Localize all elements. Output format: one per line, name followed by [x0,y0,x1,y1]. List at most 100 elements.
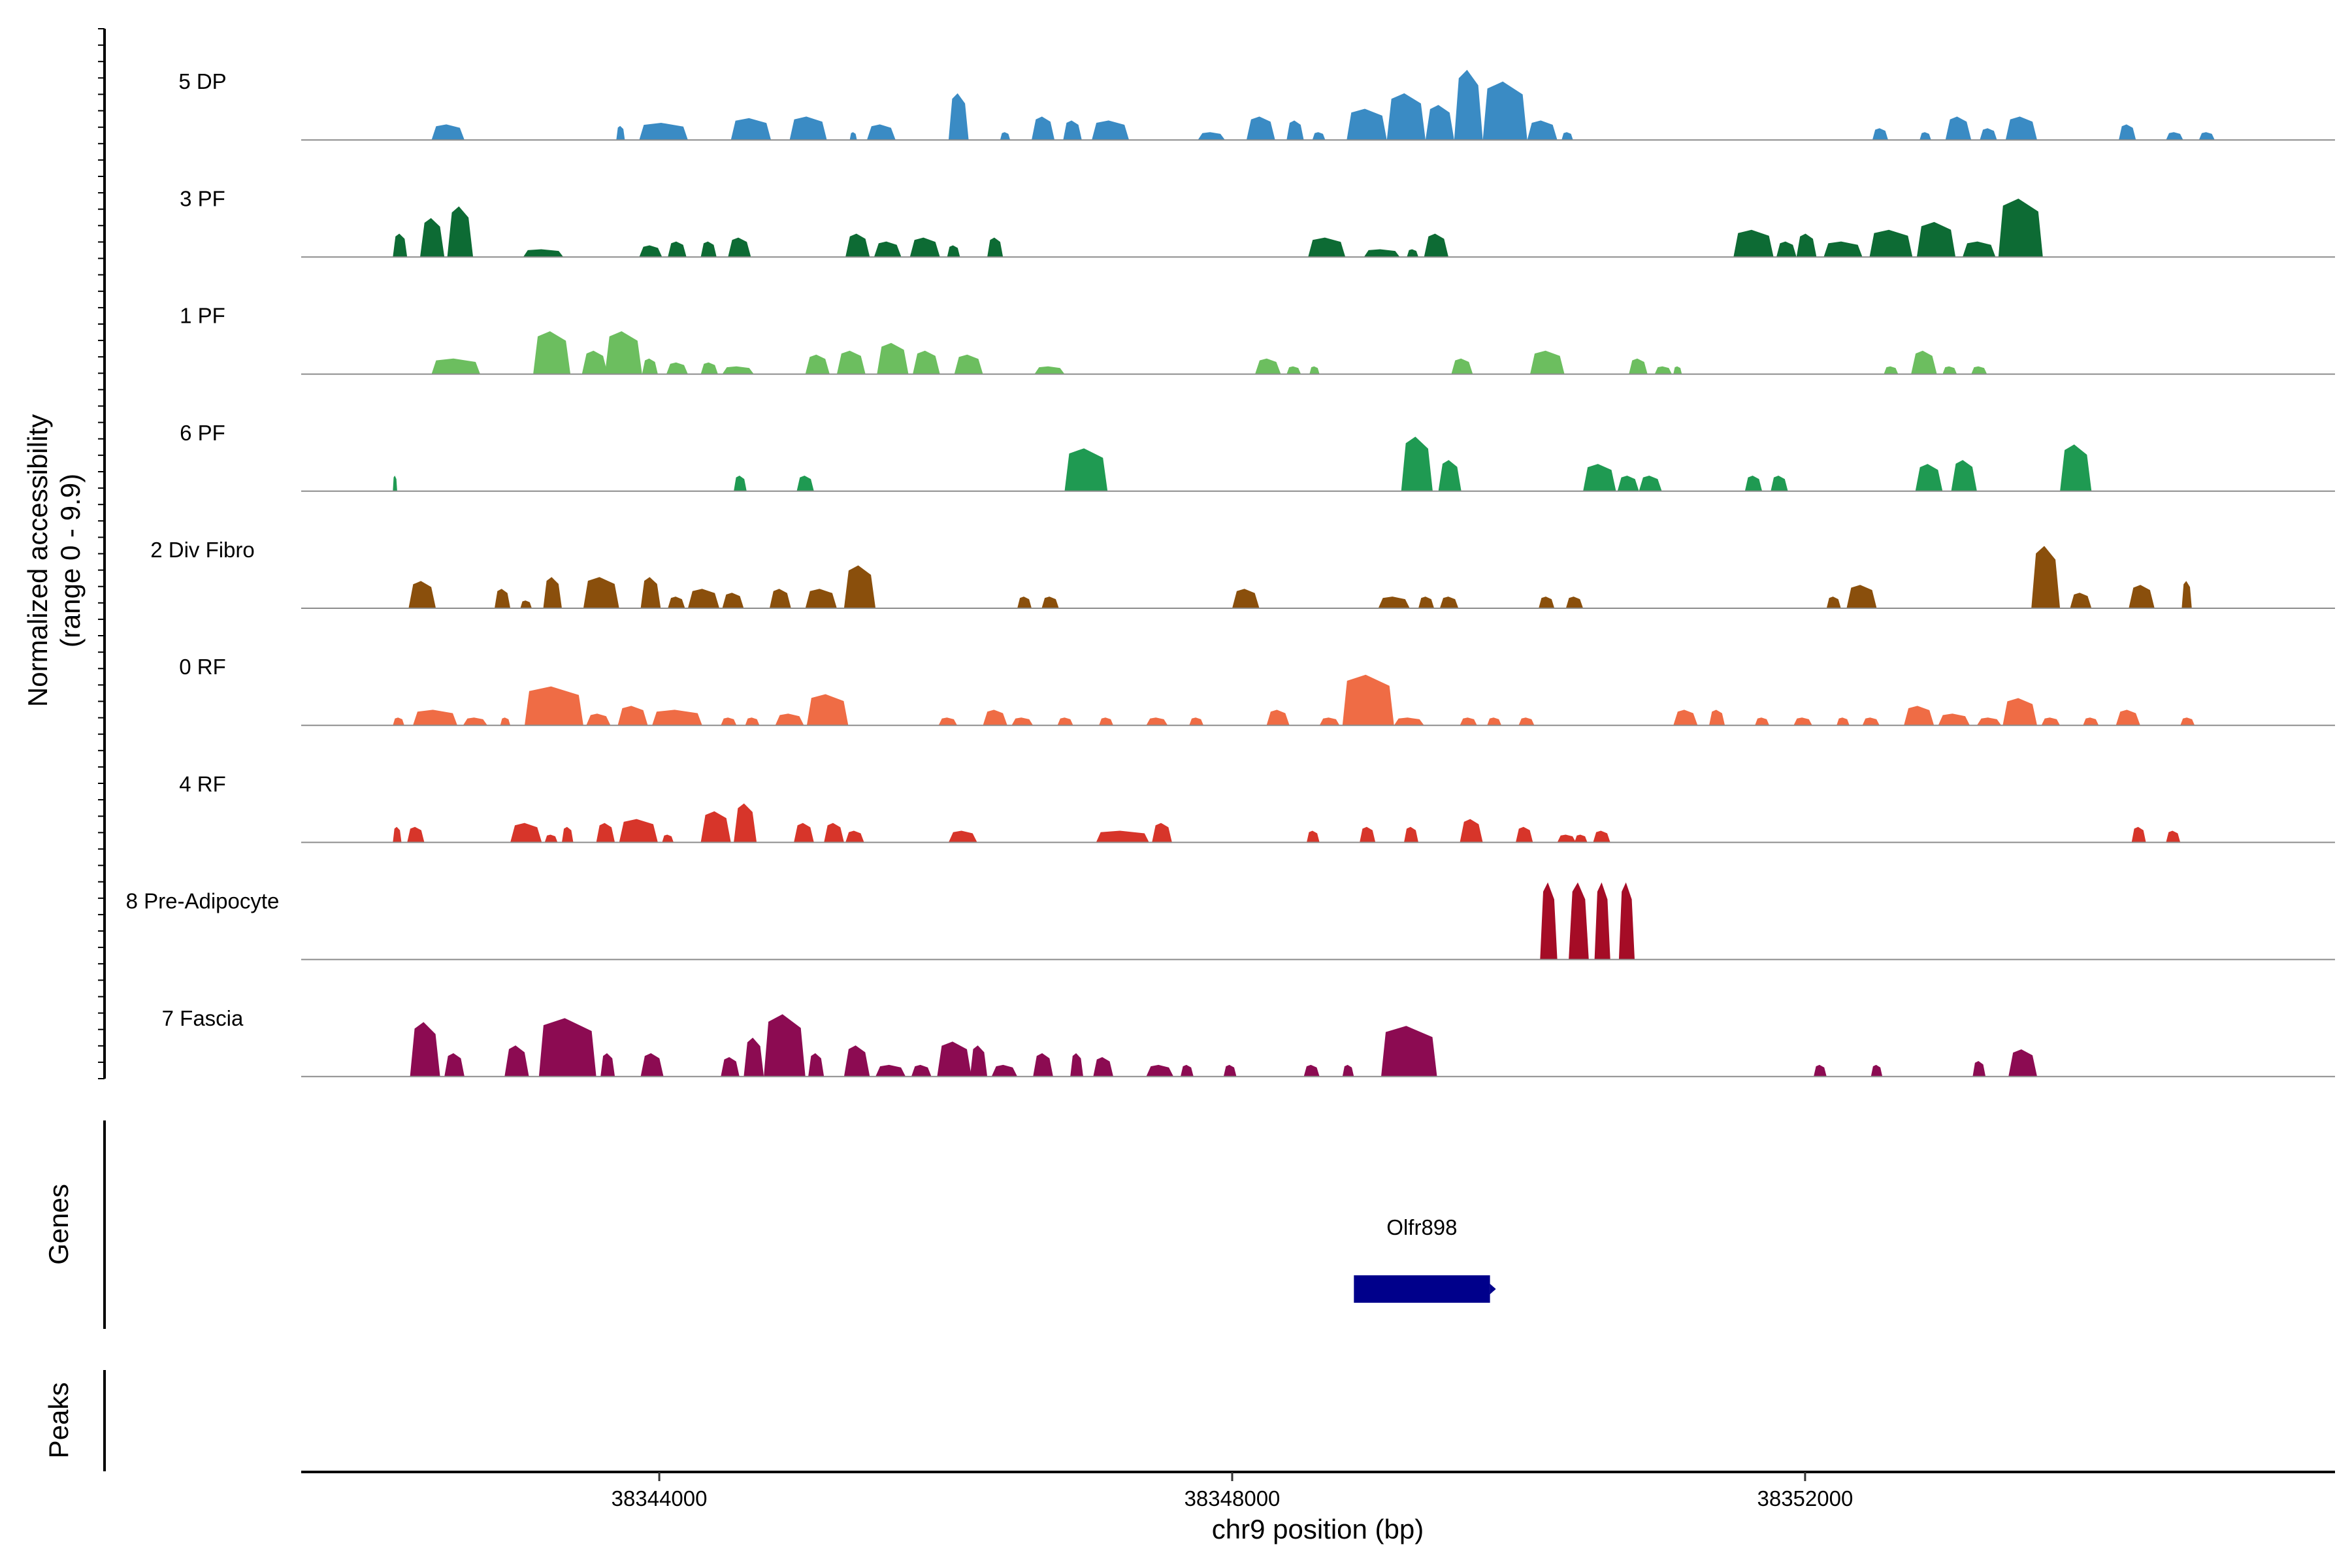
peak [734,803,757,843]
peak [431,124,465,140]
peak [2008,1049,2037,1077]
peak [1673,710,1698,726]
peak [1639,476,1662,491]
track-label: 7 Fascia [162,1006,244,1030]
peak [1070,1053,1083,1077]
coverage-tracks: 5 DP 3 PF 1 PF 6 PF 2 Div Fibro 0 RF 4 RF 8 Pre… [126,69,2335,1077]
peak [730,118,772,140]
peak [1401,436,1433,491]
peak [616,125,625,140]
peak [947,245,960,257]
peak [1000,132,1011,140]
peak [722,593,744,608]
peak [1064,448,1108,491]
peak [1980,128,1997,140]
track-label: 8 Pre-Adipocyte [126,889,280,913]
peak [668,241,687,257]
peak [745,717,760,726]
peak [1017,596,1032,608]
peak [769,589,791,608]
peak [407,826,425,843]
peak [617,706,648,726]
peak [2119,124,2136,140]
peak [640,1053,664,1077]
peak [1963,241,1996,257]
peak [662,834,674,843]
peak [721,717,737,726]
gene-body [1354,1275,1490,1303]
peaks-panel: Peaks [43,1370,106,1471]
peak [666,362,688,374]
track-label: 4 RF [179,772,226,796]
peak [1286,366,1301,374]
peak [2031,546,2061,608]
peak [1057,717,1073,726]
peak [1942,366,1957,374]
peak [642,358,658,374]
peak [1451,358,1473,374]
peak [1972,1061,1986,1077]
peak [1418,596,1435,608]
peak [1919,132,1931,140]
peak [1093,1057,1113,1077]
peak [1063,120,1082,140]
peak [1518,717,1535,726]
peak [877,342,909,374]
peak [970,1045,988,1077]
peak [805,354,830,374]
peak [1407,249,1418,257]
peak [1460,717,1477,726]
peak [393,826,402,843]
track-label: 5 DP [178,69,226,93]
peak [805,589,837,608]
genes-panel: Genes Olfr898 [43,1120,1496,1329]
peak [1557,834,1576,843]
peak [1846,585,1877,608]
peak [1884,366,1899,374]
peak [431,358,480,374]
peak [2002,698,2037,726]
peak [1198,132,1225,140]
peak [1096,830,1149,843]
peak [1033,1053,1053,1077]
peak [1386,93,1426,140]
peak [393,717,404,726]
peak [500,717,511,726]
track-3-pf: 3 PF [180,186,2335,258]
peak [525,686,583,726]
peak [721,1057,740,1077]
peak [393,233,408,257]
peak [1482,81,1527,140]
peak [1569,882,1589,960]
peak [1771,476,1788,491]
peak [1971,366,1987,374]
peak [1744,476,1763,491]
peak [2060,444,2092,491]
peak [2041,717,2061,726]
peak [1561,132,1573,140]
peak [875,1064,906,1077]
peak [2131,826,2146,843]
peak [775,713,804,726]
peak [1439,596,1459,608]
peak [639,245,662,257]
peak [1709,710,1725,726]
peak [1378,596,1410,608]
peak [447,206,474,257]
peak [1539,596,1555,608]
peak [583,577,619,608]
peak [1870,1064,1883,1077]
peak [1364,249,1400,257]
peak [1540,882,1558,960]
peak [2166,132,2183,140]
peak [1011,717,1034,726]
peak [1527,120,1558,140]
x-axis-label: chr9 position (bp) [1212,1514,1424,1544]
peak [1530,350,1565,374]
peak [520,600,532,608]
peak [1911,350,1937,374]
x-tick-label: 38348000 [1184,1486,1281,1511]
peak [1565,596,1584,608]
peak [987,237,1004,257]
